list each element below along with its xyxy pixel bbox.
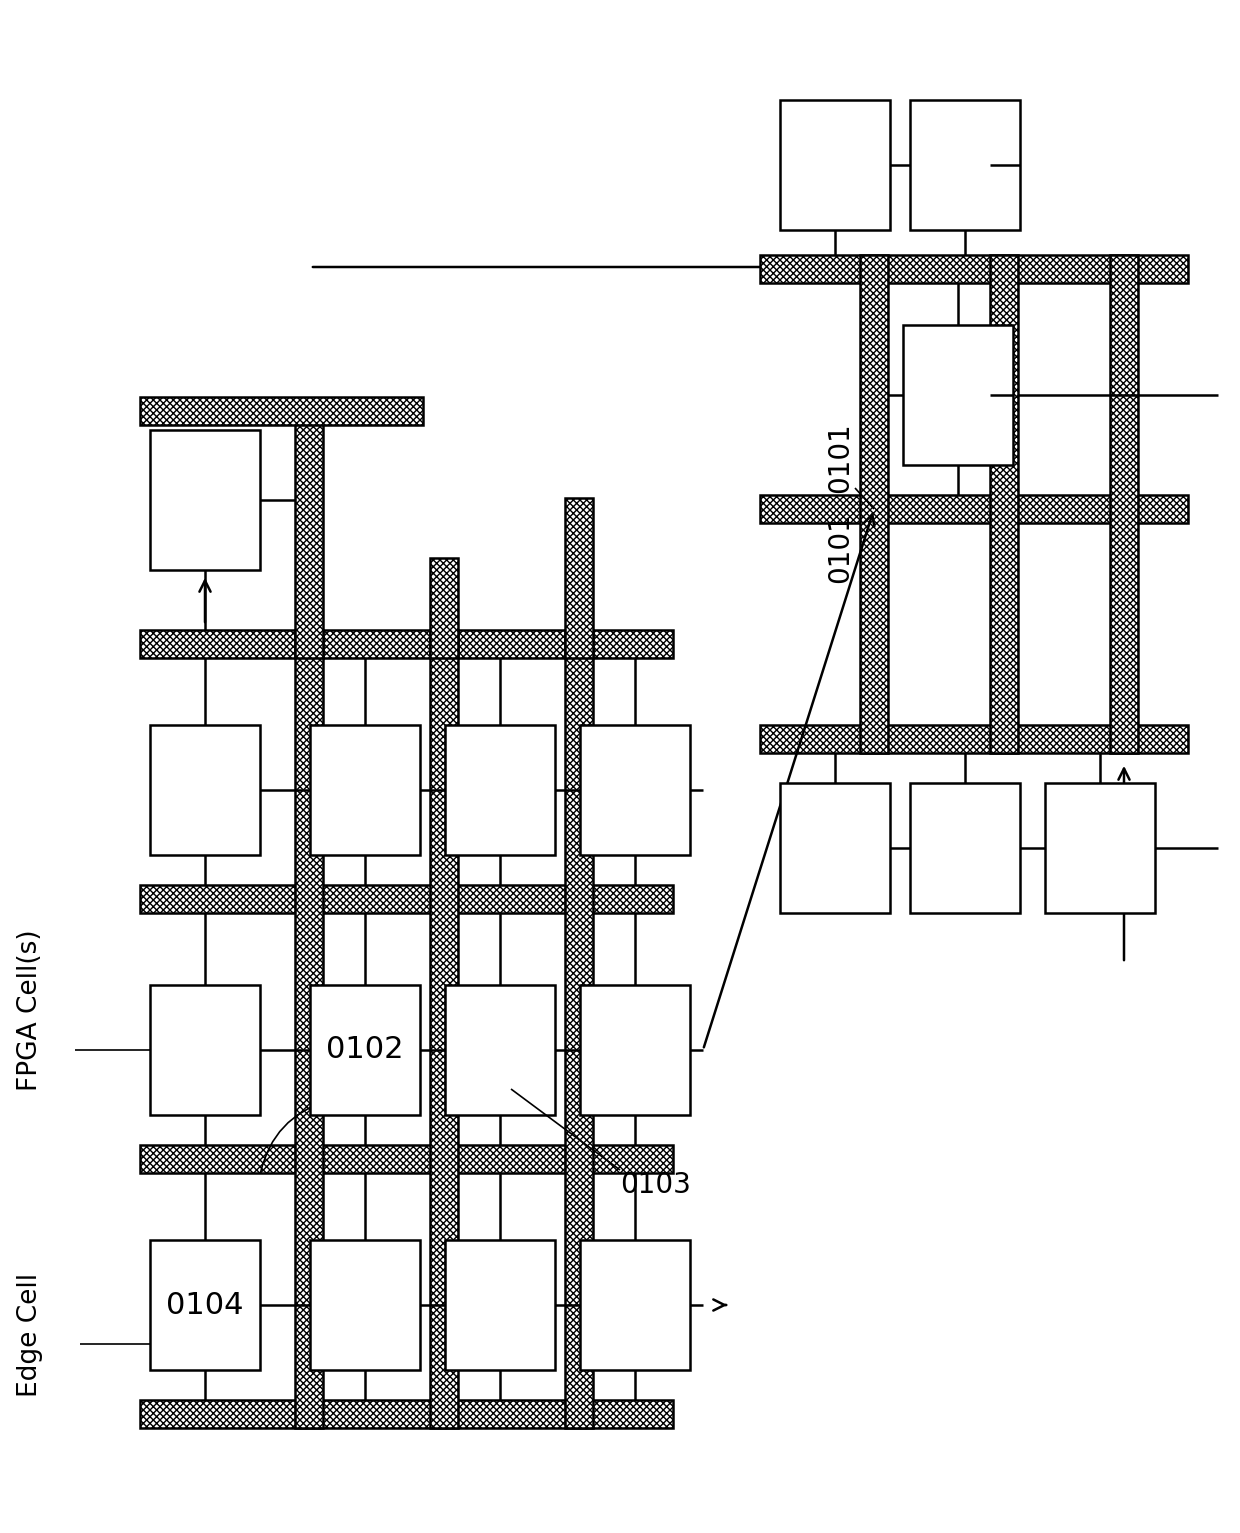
Text: 0104: 0104: [166, 1291, 244, 1320]
Bar: [445, 725, 556, 855]
Bar: [445, 1240, 556, 1371]
Bar: [580, 725, 689, 855]
Text: Edge Cell: Edge Cell: [17, 1272, 43, 1397]
Bar: [430, 558, 458, 658]
Bar: [140, 1145, 673, 1173]
Text: 0101: 0101: [826, 512, 854, 583]
Bar: [760, 254, 1188, 284]
Bar: [150, 986, 260, 1114]
Bar: [1110, 254, 1138, 753]
Bar: [580, 1240, 689, 1371]
Bar: [150, 1240, 260, 1371]
Bar: [780, 783, 890, 914]
Bar: [760, 495, 1188, 523]
Text: 0102: 0102: [326, 1035, 404, 1064]
Bar: [140, 885, 673, 914]
Text: 0103: 0103: [620, 1171, 691, 1199]
Bar: [310, 725, 420, 855]
Bar: [565, 498, 593, 658]
Bar: [760, 725, 1188, 753]
Bar: [310, 1240, 420, 1371]
Bar: [295, 400, 322, 658]
Bar: [445, 986, 556, 1114]
Bar: [1045, 783, 1154, 914]
Bar: [140, 1400, 673, 1429]
Bar: [580, 986, 689, 1114]
Bar: [150, 725, 260, 855]
Bar: [861, 254, 888, 753]
Bar: [140, 630, 673, 658]
Bar: [565, 630, 593, 1429]
Bar: [310, 986, 420, 1114]
Bar: [140, 397, 423, 425]
Bar: [150, 429, 260, 570]
Text: 0101: 0101: [826, 422, 854, 494]
Bar: [430, 630, 458, 1429]
Bar: [990, 254, 1018, 753]
Bar: [903, 325, 1013, 464]
Text: FPGA Cell(s): FPGA Cell(s): [17, 929, 43, 1091]
Bar: [910, 100, 1021, 230]
Bar: [295, 630, 322, 1429]
Bar: [780, 100, 890, 230]
Bar: [910, 783, 1021, 914]
